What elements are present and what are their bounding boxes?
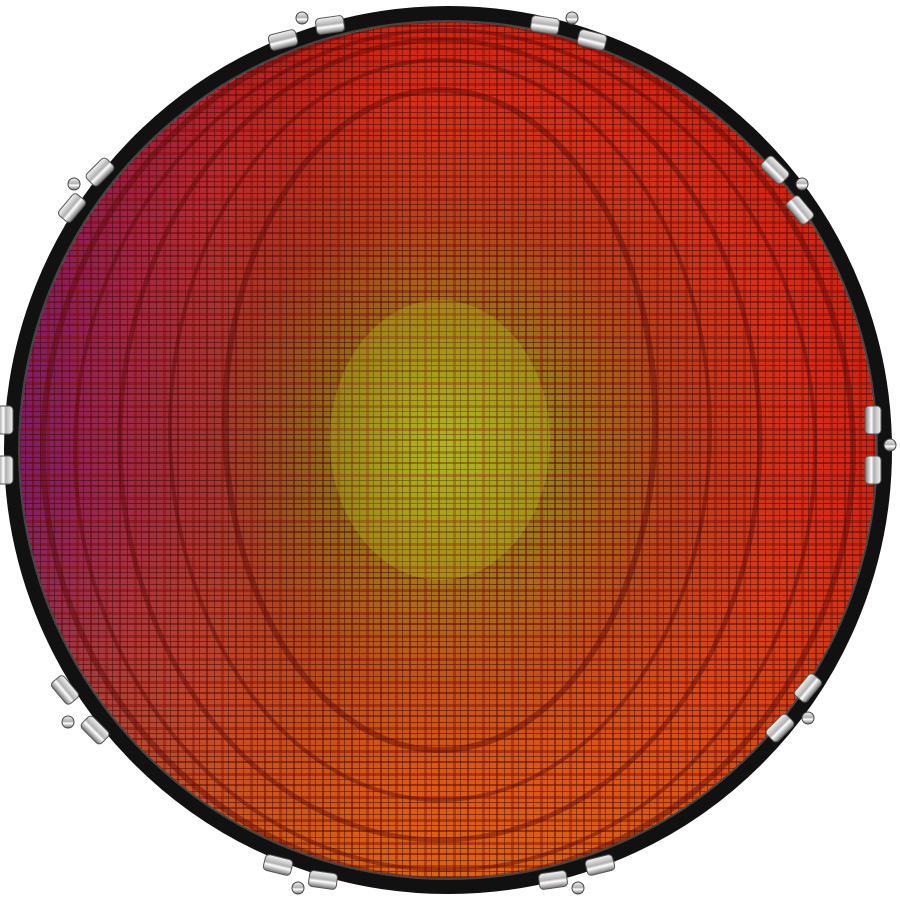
lugs — [0, 11, 897, 895]
drum-hoop — [4, 6, 892, 894]
hoop-edge — [18, 20, 878, 880]
